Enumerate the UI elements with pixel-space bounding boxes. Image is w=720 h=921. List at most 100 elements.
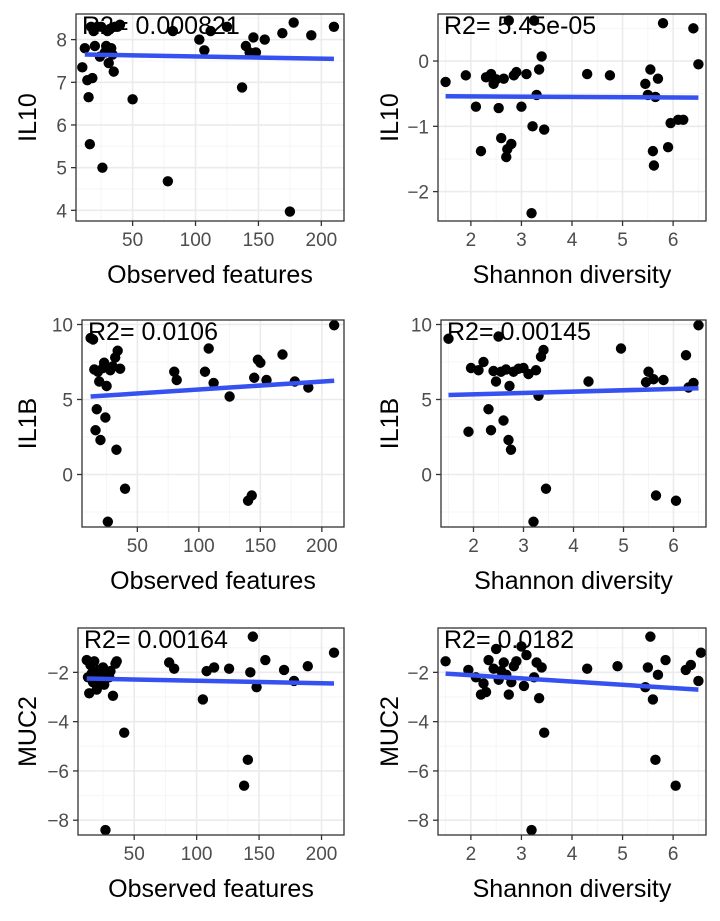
data-point	[604, 70, 616, 81]
data-point	[248, 32, 259, 43]
data-point	[440, 76, 451, 88]
x-tick-label: 50	[122, 230, 143, 251]
data-point	[536, 51, 547, 62]
data-point	[236, 82, 248, 93]
x-axis-title: Shannon diversity	[473, 261, 672, 289]
regression-line	[90, 378, 335, 399]
data-point	[490, 643, 502, 655]
data-point	[470, 101, 482, 112]
data-point	[658, 374, 669, 386]
y-axis-title: IL10	[14, 93, 42, 142]
data-point	[246, 490, 257, 501]
data-point	[440, 656, 451, 667]
data-point	[242, 754, 254, 766]
regression-line	[84, 52, 334, 62]
data-point	[480, 686, 492, 698]
data-point	[95, 434, 106, 446]
data-point	[111, 656, 122, 667]
data-point	[528, 516, 539, 527]
data-point	[538, 727, 550, 738]
y-tick-label: 0	[62, 466, 73, 487]
data-point	[483, 654, 494, 666]
data-point	[77, 62, 88, 73]
data-point	[612, 660, 623, 672]
data-point	[660, 654, 671, 666]
y-tick-label: −4	[47, 713, 69, 734]
y-axis-title: IL1B	[376, 398, 404, 449]
data-point	[503, 689, 514, 700]
data-point	[680, 350, 692, 361]
y-tick-label: 4	[56, 201, 67, 222]
data-point	[488, 365, 499, 377]
data-point	[261, 374, 272, 386]
x-tick-label: 150	[245, 536, 277, 557]
data-point	[255, 357, 266, 368]
data-point	[171, 374, 182, 386]
data-point	[533, 64, 545, 75]
y-tick-label: 0	[421, 466, 432, 487]
x-tick-label: 5	[618, 536, 629, 557]
x-tick-label: 150	[243, 230, 275, 251]
data-point	[288, 17, 299, 28]
data-point	[260, 654, 271, 666]
data-point	[538, 124, 550, 135]
data-point	[463, 664, 474, 676]
scatter-panel-6: R2= 0.0182 2 3 4 5 6 −8 −6 −4 −2 Shannon diversity…	[376, 626, 707, 903]
x-tick-label: 100	[183, 536, 215, 557]
data-point	[496, 132, 507, 144]
y-tick-label: 10	[411, 316, 432, 337]
data-point	[79, 42, 91, 54]
scatter-panel-3: R2= 0.0106 50 100 150 200 0 5 10 Observed featur…	[14, 316, 345, 595]
data-point	[498, 657, 509, 668]
data-point	[493, 102, 504, 114]
scatter-panel-2: R2= 5.45e-05 2 3 4 5 6 −2 −1 0 Shannon diversity I…	[376, 12, 707, 289]
data-point	[662, 142, 674, 153]
data-point	[475, 145, 487, 157]
data-point	[678, 114, 689, 125]
data-point	[91, 684, 102, 695]
data-point	[473, 365, 484, 376]
x-tick-label: 2	[468, 536, 479, 557]
data-point	[114, 363, 126, 374]
data-point	[693, 320, 704, 331]
data-point	[205, 25, 216, 37]
data-point	[208, 377, 219, 389]
r2-annotation: R2= 5.45e-05	[444, 12, 596, 40]
data-point	[112, 345, 123, 356]
panel-background	[76, 14, 344, 221]
data-point	[224, 391, 235, 402]
data-point	[615, 343, 627, 354]
data-point	[490, 376, 502, 387]
data-point	[657, 17, 669, 29]
data-point	[168, 663, 180, 674]
data-point	[90, 425, 101, 436]
y-axis-title: MUC2	[14, 696, 42, 767]
data-point	[521, 68, 532, 80]
data-point	[645, 64, 656, 75]
y-tick-label: −2	[407, 183, 429, 204]
data-point	[650, 490, 662, 501]
y-tick-label: −8	[47, 811, 69, 832]
data-point	[108, 66, 119, 77]
regression-line	[445, 94, 699, 100]
data-point	[648, 160, 660, 171]
data-point	[127, 94, 138, 105]
y-tick-label: 10	[52, 316, 73, 337]
data-point	[493, 331, 504, 342]
x-tick-label: 6	[668, 844, 679, 865]
data-point	[197, 694, 209, 705]
x-tick-label: 6	[668, 536, 679, 557]
data-point	[528, 15, 540, 26]
y-tick-label: 5	[62, 391, 73, 412]
data-point	[278, 664, 290, 676]
y-tick-label: −2	[407, 663, 429, 684]
x-tick-label: 100	[181, 844, 213, 865]
x-axis-title: Shannon diversity	[473, 875, 672, 903]
regression-line	[445, 671, 699, 692]
y-tick-label: 8	[56, 31, 67, 52]
data-point	[247, 631, 259, 642]
data-point	[105, 665, 116, 677]
data-point	[526, 824, 537, 836]
x-tick-label: 200	[306, 230, 338, 251]
data-point	[460, 70, 472, 81]
